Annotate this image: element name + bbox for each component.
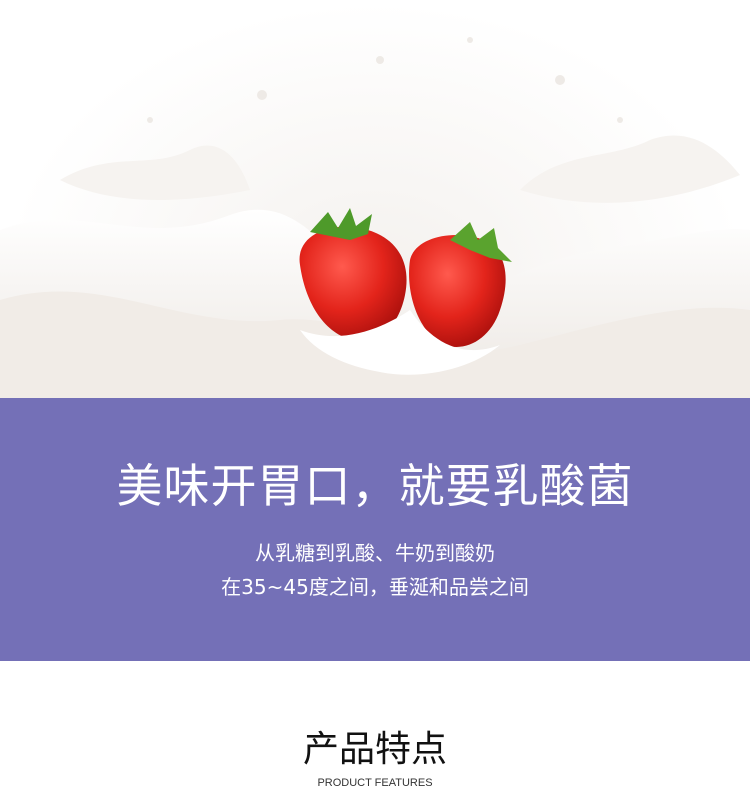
features-subtitle: PRODUCT FEATURES: [317, 777, 433, 789]
milk-splash-illustration: [0, 37, 750, 398]
banner-headline: 美味开胃口，就要乳酸菌: [116, 459, 634, 513]
promo-banner: 美味开胃口，就要乳酸菌 从乳糖到乳酸、牛奶到酸奶 在35~45度之间，垂涎和品尝…: [0, 398, 750, 661]
hero-image: [0, 0, 750, 398]
features-title: 产品特点: [302, 729, 447, 770]
banner-line-1: 从乳糖到乳酸、牛奶到酸奶: [255, 541, 495, 565]
banner-line-2: 在35~45度之间，垂涎和品尝之间: [221, 575, 529, 599]
